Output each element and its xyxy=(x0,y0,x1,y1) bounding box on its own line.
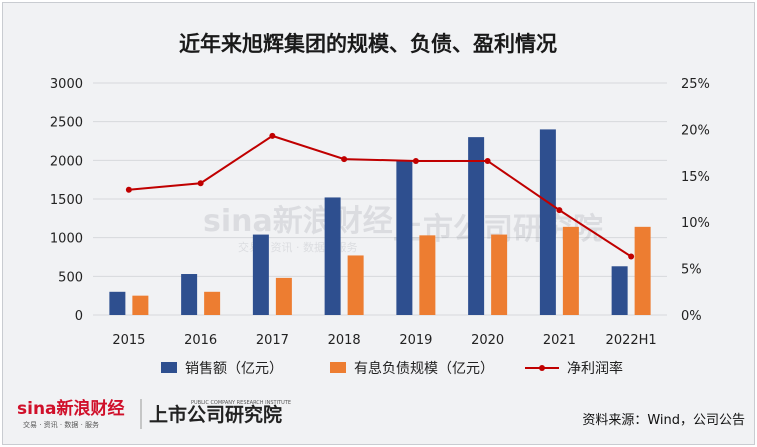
chart-canvas: 近年来旭辉集团的规模、负债、盈利情况 0 500 1000 1500 2000 2500 3… xyxy=(17,32,745,429)
footer-institute-en: PUBLIC COMPANY RESEARCH INSTITUTE xyxy=(191,400,291,406)
legend-label-sales: 销售额（亿元） xyxy=(185,361,283,377)
y-right-tick-label: 25% xyxy=(681,77,710,92)
source-note: 资料来源：Wind，公司公告 xyxy=(582,413,745,428)
y-left-tick-label: 1000 xyxy=(50,232,83,247)
x-tick-label: 2018 xyxy=(328,333,361,348)
bar-debt xyxy=(562,226,579,315)
margin-point xyxy=(125,186,132,193)
x-tick-label: 2020 xyxy=(471,333,504,348)
legend-marker-margin xyxy=(539,365,545,371)
y-left-tick-label: 2500 xyxy=(50,116,83,131)
bars xyxy=(109,129,651,315)
footer-brand-logo: sina新浪财经 xyxy=(17,398,125,419)
y-right-tick-label: 20% xyxy=(681,123,710,138)
legend-label-margin: 净利润率 xyxy=(567,360,623,377)
x-tick-labels: 2015 2016 2017 2018 2019 2020 2021 2022H1 xyxy=(112,333,656,348)
watermark-brand: sina新浪财经 xyxy=(203,204,393,239)
x-tick-label: 2021 xyxy=(543,333,576,348)
y-right-tick-label: 5% xyxy=(681,263,702,278)
margin-point xyxy=(197,180,204,187)
y-left-tick-label: 3000 xyxy=(50,77,83,92)
margin-point xyxy=(484,157,491,164)
footer-institute-logo: 上市公司研究院 xyxy=(149,403,282,426)
footer-logos: sina新浪财经 交易 · 资讯 · 数据 · 服务 上市公司研究院 PUBLI… xyxy=(17,398,291,429)
bar-debt xyxy=(347,255,364,315)
x-tick-label: 2017 xyxy=(256,333,289,348)
margin-point xyxy=(556,207,563,214)
x-tick-label: 2016 xyxy=(184,333,217,348)
bar-sales xyxy=(109,291,126,315)
x-tick-label: 2022H1 xyxy=(606,333,657,348)
y-left-tick-label: 500 xyxy=(58,270,83,285)
y-left-tick-label: 2000 xyxy=(50,154,83,169)
bar-sales xyxy=(611,266,628,315)
legend: 销售额（亿元） 有息负债规模（亿元） 净利润率 xyxy=(161,360,623,377)
margin-point xyxy=(412,157,419,164)
y-left-tick-label: 0 xyxy=(75,309,83,324)
bar-debt xyxy=(275,277,292,315)
bar-sales xyxy=(181,274,198,315)
margin-point xyxy=(628,253,635,260)
bar-sales xyxy=(468,137,485,315)
bar-debt xyxy=(204,291,221,315)
legend-swatch-debt xyxy=(330,362,346,373)
bar-sales xyxy=(539,129,556,315)
y-right-tick-labels: 0% 5% 10% 15% 20% 25% xyxy=(681,77,710,324)
x-tick-label: 2015 xyxy=(112,333,145,348)
bar-debt xyxy=(634,226,651,315)
footer-brand-sub: 交易 · 资讯 · 数据 · 服务 xyxy=(23,420,99,429)
margin-point xyxy=(269,132,276,139)
bar-debt xyxy=(419,235,436,315)
y-left-tick-label: 1500 xyxy=(50,193,83,208)
margin-point xyxy=(341,156,348,163)
bar-sales xyxy=(396,160,413,315)
y-right-tick-label: 15% xyxy=(681,170,710,185)
chart-title: 近年来旭辉集团的规模、负债、盈利情况 xyxy=(179,32,557,56)
bar-sales xyxy=(252,234,269,315)
bar-sales xyxy=(324,197,341,315)
net-margin-line xyxy=(125,132,635,260)
x-tick-label: 2019 xyxy=(399,333,432,348)
y-left-tick-labels: 0 500 1000 1500 2000 2500 3000 xyxy=(50,77,83,324)
margin-polyline xyxy=(128,134,632,258)
legend-swatch-sales xyxy=(161,362,177,373)
y-right-tick-label: 10% xyxy=(681,216,710,231)
bar-debt xyxy=(132,295,149,315)
gridlines xyxy=(93,82,667,316)
legend-label-debt: 有息负债规模（亿元） xyxy=(354,360,494,377)
bar-debt xyxy=(491,234,508,315)
y-right-tick-label: 0% xyxy=(681,309,702,324)
